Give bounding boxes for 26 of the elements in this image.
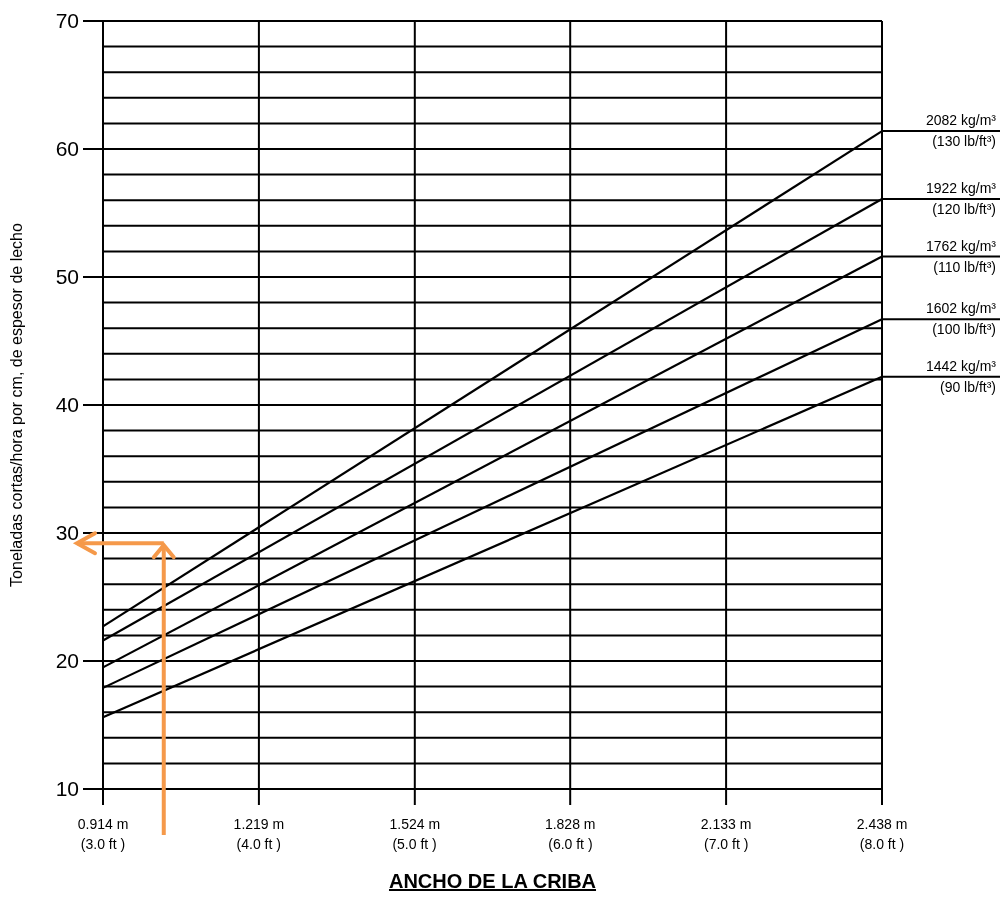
x-tick-label: 1.828 m bbox=[544, 816, 596, 832]
x2-tick-label: (7.0 ft ) bbox=[704, 836, 749, 852]
x-tick-label: 0.914 m bbox=[77, 816, 129, 832]
x-tick-label: 2.438 m bbox=[856, 816, 908, 832]
x2-tick-label: (3.0 ft ) bbox=[80, 836, 126, 852]
x2-tick-label: (6.0 ft ) bbox=[548, 836, 593, 852]
x-axis-title: ANCHO DE LA CRIBA bbox=[388, 870, 597, 892]
text: 2082 kg/m³ (130 lb/ft³) bbox=[925, 112, 997, 150]
y-tick-label: 70 bbox=[55, 9, 79, 33]
text: 1442 kg/m³ (90 lb/ft³) bbox=[925, 357, 997, 395]
x2-tick-label: (4.0 ft ) bbox=[236, 836, 281, 852]
y-tick-label: 20 bbox=[55, 649, 79, 673]
x2-tick-label: (8.0 ft ) bbox=[859, 836, 905, 852]
y-tick-label: 40 bbox=[55, 393, 79, 417]
x-tick-label: 2.133 m bbox=[700, 816, 752, 832]
y-tick-label: 60 bbox=[55, 137, 79, 161]
text: 1922 kg/m³ (120 lb/ft³) bbox=[925, 179, 997, 217]
y-axis-title: Toneladas cortas/hora por cm, de espesor de lecho bbox=[8, 223, 25, 587]
x-tick-label: 1.524 m bbox=[389, 816, 441, 832]
x-tick-label: 1.219 m bbox=[233, 816, 285, 832]
x2-tick-label: (5.0 ft ) bbox=[392, 836, 437, 852]
y-tick-label: 30 bbox=[55, 521, 79, 545]
y-tick-label: 50 bbox=[55, 265, 79, 289]
text: 1602 kg/m³ (100 lb/ft³) bbox=[925, 300, 997, 338]
text: 1762 kg/m³ (110 lb/ft³) bbox=[925, 237, 997, 275]
y-tick-label: 10 bbox=[55, 777, 79, 801]
